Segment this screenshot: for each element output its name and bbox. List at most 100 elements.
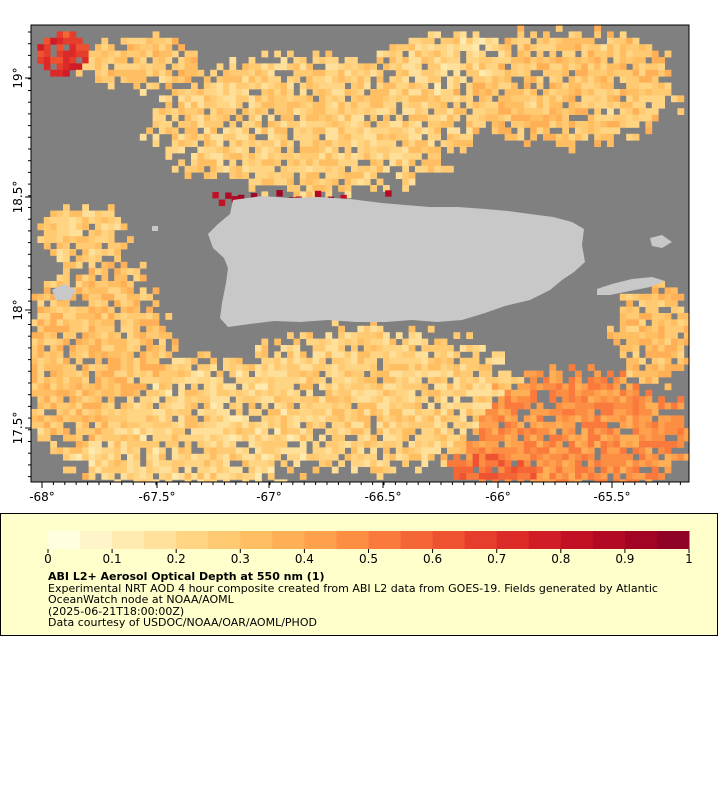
aod-pixel (664, 319, 672, 327)
aod-pixel (287, 159, 294, 167)
aod-pixel (344, 409, 352, 416)
aod-pixel (82, 389, 89, 397)
aod-pixel (216, 153, 224, 160)
aod-pixel (101, 287, 109, 295)
aod-pixel (184, 453, 192, 461)
aod-pixel (511, 389, 518, 397)
aod-pixel (651, 287, 659, 295)
aod-pixel (56, 377, 64, 384)
aod-pixel (56, 69, 64, 77)
aod-pixel (504, 447, 512, 455)
aod-pixel (50, 69, 57, 77)
aod-pixel (658, 338, 665, 346)
aod-pixel (351, 127, 358, 135)
aod-pixel (402, 453, 409, 461)
aod-pixel (619, 447, 627, 455)
aod-pixel (581, 434, 589, 442)
aod-pixel (421, 434, 429, 442)
aod-pixel (191, 415, 198, 423)
aod-pixel (101, 76, 109, 83)
aod-pixel (626, 409, 633, 416)
aod-pixel (82, 421, 89, 429)
aod-pixel (63, 281, 70, 288)
aod-pixel (402, 76, 409, 83)
aod-pixel (402, 409, 409, 416)
aod-pixel (37, 396, 45, 403)
aod-pixel (376, 473, 384, 480)
aod-pixel (626, 37, 633, 45)
aod-pixel (114, 293, 121, 301)
aod-pixel (523, 89, 531, 96)
aod-pixel (555, 108, 563, 115)
aod-pixel (427, 447, 435, 455)
aod-pixel (75, 409, 83, 416)
aod-pixel (127, 287, 134, 295)
aod-pixel (613, 434, 621, 442)
aod-pixel (223, 466, 230, 474)
aod-pixel (555, 114, 563, 122)
aod-pixel (165, 479, 173, 482)
aod-pixel (312, 396, 320, 403)
aod-pixel (338, 383, 345, 391)
aod-pixel (639, 101, 646, 109)
aod-pixel (536, 460, 544, 467)
aod-pixel (511, 82, 518, 90)
aod-pixel (101, 217, 109, 224)
aod-pixel (363, 146, 371, 154)
aod-pixel (658, 89, 665, 96)
aod-pixel (69, 37, 77, 45)
aod-pixel (31, 319, 38, 327)
aod-pixel (101, 453, 109, 461)
aod-pixel (146, 370, 153, 378)
aod-pixel (408, 447, 416, 455)
aod-pixel (280, 460, 288, 467)
aod-pixel (498, 428, 505, 435)
aod-pixel (133, 313, 141, 320)
aod-pixel (530, 389, 537, 397)
aod-pixel (587, 76, 595, 83)
aod-pixel (107, 383, 115, 391)
aod-pixel (184, 402, 192, 410)
aod-pixel (568, 31, 576, 39)
aod-pixel (203, 101, 211, 109)
aod-pixel (37, 223, 45, 231)
aod-pixel (261, 76, 269, 83)
aod-pixel (651, 89, 659, 96)
aod-pixel (82, 441, 89, 448)
aod-pixel (75, 281, 83, 288)
aod-pixel (88, 319, 96, 327)
aod-pixel (280, 377, 288, 384)
aod-pixel (376, 409, 384, 416)
aod-pixel (639, 415, 646, 423)
aod-pixel (229, 101, 237, 109)
aod-pixel (287, 153, 294, 160)
aod-pixel (421, 95, 429, 103)
aod-pixel (210, 466, 217, 474)
aod-pixel (338, 345, 345, 352)
aod-pixel (63, 63, 70, 71)
aod-pixel (197, 441, 205, 448)
aod-pixel (357, 172, 365, 179)
aod-pixel (632, 460, 640, 467)
aod-pixel (293, 76, 301, 83)
aod-pixel (101, 377, 109, 384)
aod-pixel (63, 236, 70, 243)
aod-pixel (472, 364, 480, 371)
aod-pixel (511, 69, 518, 77)
aod-pixel (504, 473, 512, 480)
aod-pixel (351, 133, 358, 141)
aod-pixel (600, 447, 608, 455)
aod-pixel (107, 345, 115, 352)
aod-pixel (453, 383, 461, 391)
aod-pixel (287, 377, 294, 384)
aod-pixel (658, 396, 665, 403)
aod-pixel (626, 332, 633, 339)
aod-pixel (248, 473, 256, 480)
aod-pixel (280, 89, 288, 96)
aod-pixel (536, 402, 544, 410)
aod-pixel (491, 409, 499, 416)
aod-pixel (344, 415, 352, 423)
aod-pixel (447, 370, 454, 378)
aod-pixel (274, 82, 281, 90)
aod-pixel (267, 178, 275, 186)
